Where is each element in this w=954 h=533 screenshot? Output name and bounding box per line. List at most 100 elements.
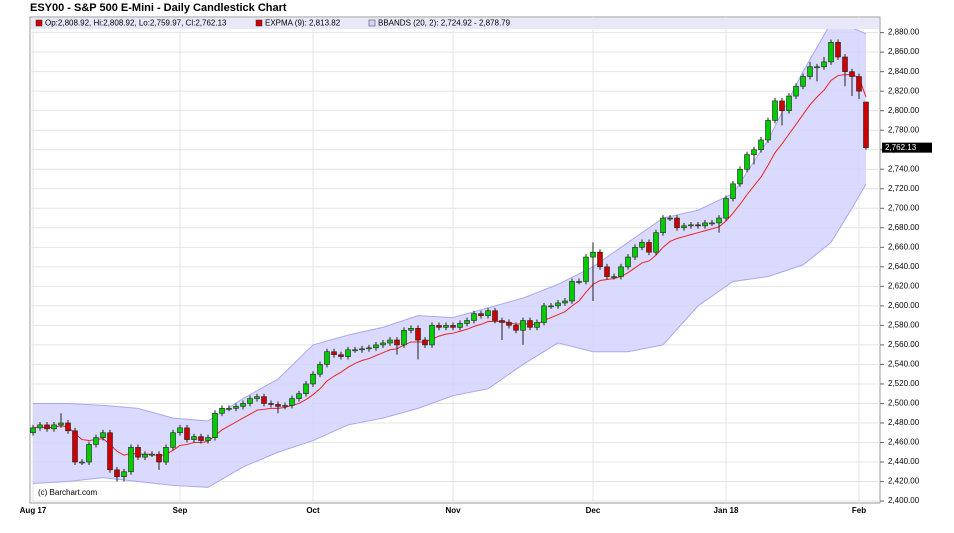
candle-body — [457, 323, 463, 328]
x-tick-label: Sep — [173, 506, 188, 515]
candle-body — [338, 354, 344, 357]
candle-body — [240, 403, 246, 407]
candle-body — [142, 453, 148, 458]
candle-body — [625, 256, 631, 268]
y-tick-label: 2,440.00 — [888, 457, 920, 466]
candle-body — [464, 320, 470, 324]
candle-body — [702, 222, 708, 227]
candle-body — [709, 222, 715, 225]
y-tick-label: 2,400.00 — [888, 496, 920, 505]
y-tick-label: 2,640.00 — [888, 262, 920, 271]
candle-body — [555, 302, 561, 307]
candle-body — [632, 247, 638, 258]
candle-body — [667, 217, 673, 220]
candle-body — [261, 396, 267, 404]
candle-body — [548, 305, 554, 308]
chart-title: ESY00 - S&P 500 E-Mini - Daily Candlesti… — [30, 2, 287, 14]
candle-body — [660, 217, 666, 233]
candle-body — [226, 408, 232, 410]
candle-body — [604, 266, 610, 277]
candle-body — [380, 342, 386, 346]
candle-body — [842, 56, 848, 72]
candle-body — [856, 76, 862, 92]
y-tick-label: 2,520.00 — [888, 379, 920, 388]
y-tick-label: 2,700.00 — [888, 203, 920, 212]
candle-body — [597, 251, 603, 268]
candle-body — [863, 101, 869, 148]
candle-body — [723, 198, 729, 219]
y-tick-label: 2,780.00 — [888, 125, 920, 134]
candle-body — [408, 328, 414, 331]
candle-body — [443, 325, 449, 328]
candle-body — [359, 348, 365, 351]
x-tick-label: Aug 17 — [20, 506, 47, 515]
candle-body — [639, 242, 645, 248]
y-tick-label: 2,540.00 — [888, 360, 920, 369]
candle-body — [562, 300, 568, 304]
candle-body — [331, 351, 337, 355]
y-tick-label: 2,460.00 — [888, 438, 920, 447]
y-tick-label: 2,720.00 — [888, 184, 920, 193]
candle-body — [86, 444, 92, 463]
candle-body — [583, 256, 589, 282]
candle-body — [730, 183, 736, 199]
candle-body — [51, 424, 57, 430]
candle-body — [128, 447, 134, 473]
x-tick-label: Dec — [586, 506, 601, 515]
candle-body — [233, 406, 239, 409]
candle-body — [149, 453, 155, 456]
candle-body — [758, 139, 764, 151]
watermark: (c) Barchart.com — [38, 488, 97, 497]
y-tick-label: 2,740.00 — [888, 164, 920, 173]
candle-body — [212, 412, 218, 438]
candle-body — [695, 224, 701, 227]
legend-label: BBANDS (20, 2): 2,724.92 - 2,878.79 — [378, 19, 511, 28]
candle-body — [436, 325, 442, 328]
candle-body — [219, 408, 225, 414]
candle-body — [135, 447, 141, 458]
last-price-box — [882, 142, 932, 153]
candle-body — [828, 42, 834, 63]
y-tick-label: 2,580.00 — [888, 320, 920, 329]
candle-body — [429, 325, 435, 346]
y-tick-label: 2,660.00 — [888, 242, 920, 251]
candle-body — [653, 232, 659, 253]
candle-body — [254, 396, 260, 399]
candle-body — [779, 100, 785, 111]
candle-body — [100, 432, 106, 438]
x-tick-label: Oct — [306, 506, 320, 515]
candle-body — [247, 398, 253, 404]
candle-body — [352, 349, 358, 352]
candle-body — [163, 447, 169, 463]
candle-body — [569, 281, 575, 302]
candle-body — [44, 424, 50, 430]
candle-body — [793, 85, 799, 97]
y-tick-label: 2,600.00 — [888, 301, 920, 310]
candle-body — [478, 313, 484, 316]
y-tick-label: 2,880.00 — [888, 28, 920, 37]
candle-body — [268, 403, 274, 405]
candle-body — [492, 310, 498, 321]
candle-body — [772, 100, 778, 121]
candle-body — [485, 310, 491, 316]
candle-body — [303, 383, 309, 394]
candle-body — [499, 320, 505, 323]
legend-label: Op:2,808.92, Hi:2,808.92, Lo:2,759.97, C… — [45, 19, 227, 28]
x-tick-label: Nov — [445, 506, 461, 515]
y-tick-label: 2,800.00 — [888, 106, 920, 115]
candle-body — [513, 325, 519, 331]
last-price-label: 2,762.13 — [885, 143, 917, 152]
candle-body — [674, 217, 680, 229]
y-tick-label: 2,420.00 — [888, 477, 920, 486]
x-tick-label: Feb — [852, 506, 866, 515]
candle-body — [534, 322, 540, 328]
candle-body — [324, 351, 330, 365]
candle-body — [814, 66, 820, 69]
candle-body — [590, 251, 596, 258]
candle-body — [527, 320, 533, 328]
y-tick-label: 2,820.00 — [888, 86, 920, 95]
candle-body — [373, 344, 379, 349]
candle-body — [807, 66, 813, 77]
candle-body — [821, 61, 827, 68]
